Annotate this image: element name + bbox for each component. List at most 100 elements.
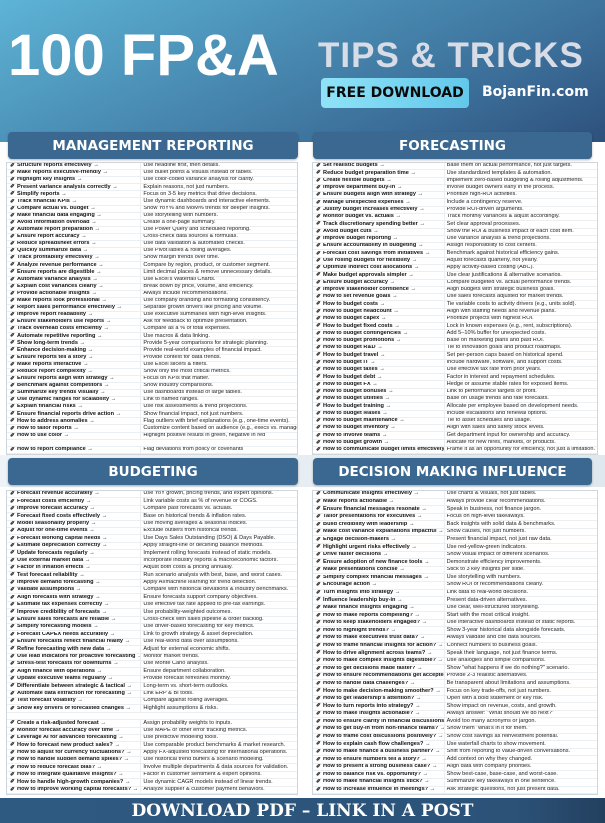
pin-icon: ✐ [316, 748, 322, 755]
table-row: ✐ Use rolling budgets for flexibility → Ad… [313, 257, 597, 265]
table-row: ✐ Build credibility with leadership → Back… [313, 521, 597, 529]
tip-item: ✐ Ensure adoption of new finance tools → [313, 559, 444, 565]
pin-icon: ✐ [10, 742, 16, 749]
tip-item: ✐ Test forecast volatility → [7, 698, 140, 704]
table-row: ✐ How to address anomalies → Flag outliers… [7, 418, 297, 426]
tip-text: Ensure budget accuracy → [323, 279, 396, 285]
section-header-decision-making: DECISION MAKING INFLUENCE [313, 458, 592, 485]
site-link[interactable]: BojanFin.com [482, 84, 589, 100]
pin-icon: ✐ [316, 250, 322, 257]
pin-icon: ✐ [10, 772, 16, 779]
table-row: ✐ Test forecast volatility → Compare again… [7, 697, 297, 706]
tip-description: Use macros & data linking. [140, 333, 297, 340]
pin-icon: ✐ [316, 345, 322, 352]
table-row: ✐ Make presentations concise → Stick to 3 … [313, 566, 597, 575]
tip-text: Optimize indirect cost allocations → [323, 265, 420, 271]
tip-item: ✐ Track overhead costs efficiently → [7, 326, 140, 332]
pin-icon: ✐ [316, 514, 322, 521]
tip-item: ✐ How to budget debt → [313, 374, 444, 380]
pin-icon: ✐ [10, 491, 16, 498]
tip-text: Ensure financial reports drive action → [17, 411, 122, 417]
tip-description: Use dynamic CAGR models instead of linea… [140, 779, 297, 786]
tip-description: Focus on high-level takeaways. [443, 513, 597, 521]
table-row: ✐ How to make finance a business partner?… [313, 748, 597, 757]
table-row: ✐ Factor in inflation effects → Adjust bot… [7, 564, 297, 573]
table-row: ✐ Make reports interactive → Use Excel sli… [7, 361, 297, 369]
tip-item: ✐ Encourage action → [313, 582, 444, 588]
tip-item: ✐ Make financial data engaging → [7, 213, 140, 219]
table-row: ✐ Explain financial risks → Use risk asses… [7, 404, 297, 412]
tip-item: ✐ Show key drivers of forecasted changes … [7, 706, 140, 712]
tip-description: Use dashboards instead of large tables. [140, 390, 297, 397]
tip-item: ✐ Analyze revenue performance → [7, 262, 140, 268]
pin-icon: ✐ [10, 646, 16, 653]
table-row: ✐ How to make complex insights digestible… [313, 657, 597, 666]
pin-icon: ✐ [316, 163, 322, 170]
pin-icon: ✐ [10, 425, 16, 432]
pin-icon: ✐ [10, 191, 16, 198]
tip-item: ✐ How to set revenue goals → [313, 294, 444, 300]
tip-item: ✐ How to ensure recommendations get accep… [313, 673, 444, 679]
tip-description: Ask for feedback to optimize presentatio… [140, 319, 297, 326]
tip-item: ✐ How to explain cash flow challenges? → [313, 741, 444, 747]
tip-text: How to make insights actionable? → [323, 711, 421, 717]
tip-text: Forecast costs efficiently → [17, 498, 92, 504]
pin-icon: ✐ [10, 779, 16, 786]
tip-item: ✐ How to make executives trust data? → [313, 635, 444, 641]
tip-item: ✐ Forecast fixed costs effectively → [7, 513, 140, 519]
tip-text: Leverage AI for advanced forecasting → [17, 735, 124, 741]
tip-text: How to handle high-growth companies? → [17, 779, 131, 785]
download-pdf-banner[interactable]: DOWNLOAD PDF – LINK IN A POST [0, 798, 605, 823]
pin-icon: ✐ [316, 235, 322, 242]
tip-text: Update forecasts regularly → [17, 550, 95, 556]
tip-description: Allocate per employee based on developme… [443, 403, 597, 410]
table-row: ✐ How to get decisions made faster? → Show… [313, 665, 597, 673]
tip-description: Base them on actual performance, not jus… [443, 163, 597, 170]
tip-item: ✐ How to adjust for currency fluctuations… [7, 750, 140, 756]
pin-icon: ✐ [10, 705, 16, 712]
tip-text: Ensure financial messages resonate → [323, 506, 427, 512]
table-row: ✐ Communicate insights effectively → Use c… [313, 491, 597, 499]
tip-item: ✐ Ensure accountability in budgeting → [313, 243, 444, 249]
tip-description: Use clear, well-structured storytelling. [443, 604, 597, 612]
table-row: ✐ How to handle high-growth companies? → U… [7, 779, 297, 787]
tip-text: Justify budget increases effectively → [323, 206, 425, 213]
tip-item: ✐ Ensure forecasts reflect financial real… [7, 639, 140, 645]
table-row: ✐ How to keep stakeholders engaged? → Use … [313, 619, 597, 628]
table-row: ✐ Reduce budget preparation time → Use sta… [313, 170, 597, 178]
tip-description: Focus on 3-5 key metrics that drive deci… [140, 191, 297, 198]
pin-icon: ✐ [316, 786, 322, 793]
tip-description: Factor in interest and repayment schedul… [443, 374, 597, 381]
tip-text: How to frame cost discussions positively… [323, 733, 444, 739]
table-row: ✐ Refine forecasting with new data → Adjus… [7, 646, 297, 654]
tip-item: ✐ Avoid information overload → [7, 220, 140, 226]
tip-text: How to budget contingencies → [323, 330, 409, 336]
table-row: ✐ Adjust for one-time events → Exclude out… [7, 527, 297, 536]
pin-icon: ✐ [316, 627, 322, 634]
tip-description: Use analogies and simple comparisons. [443, 657, 597, 665]
pin-icon: ✐ [316, 221, 322, 228]
table-row: ✐ Leverage AI for advanced forecasting → U… [7, 734, 297, 743]
tip-text: How to budget capex → [323, 316, 387, 322]
tip-description: Use historical trend buffers & scenario … [140, 757, 297, 764]
pin-icon: ✐ [10, 749, 16, 756]
tip-item: ✐ Ensure financial reports drive action → [7, 411, 140, 417]
tip-text: Ensure stakeholders use reports → [17, 319, 112, 325]
tip-description: Ensure department collaboration. [140, 668, 297, 675]
tip-item: ✐ Ensure reports are digestible → [7, 269, 140, 275]
tip-description: Link to performance targets or profit. [443, 388, 597, 395]
free-download-button[interactable]: FREE DOWNLOAD [321, 78, 469, 108]
tip-description: Use Days Sales Outstanding (DSO) & Days … [140, 535, 297, 542]
tip-description: Use predictive modeling tools. [140, 734, 297, 742]
tip-text: Influence leadership buy-in → [323, 597, 403, 603]
table-row: ✐ How to budget fixed costs → Lock in know… [313, 323, 597, 331]
table-row: ✐ Reduce report complexity → Show only the… [7, 368, 297, 376]
tip-item: ✐ Use dynamic ranges for scalability → [7, 397, 140, 403]
table-row: ✐ Ensure reports align with strategy → Foc… [7, 375, 297, 383]
tip-text: Structure reports effectively → [17, 163, 99, 169]
tip-item: ✐ How to make financial insights stick? → [313, 779, 444, 785]
tip-text: Estimate tax expenses correctly → [17, 602, 110, 608]
table-row: ✐ Model seasonality properly → Use moving … [7, 520, 297, 528]
tip-text: Ensure report accuracy → [17, 233, 87, 240]
pin-icon: ✐ [316, 403, 322, 410]
